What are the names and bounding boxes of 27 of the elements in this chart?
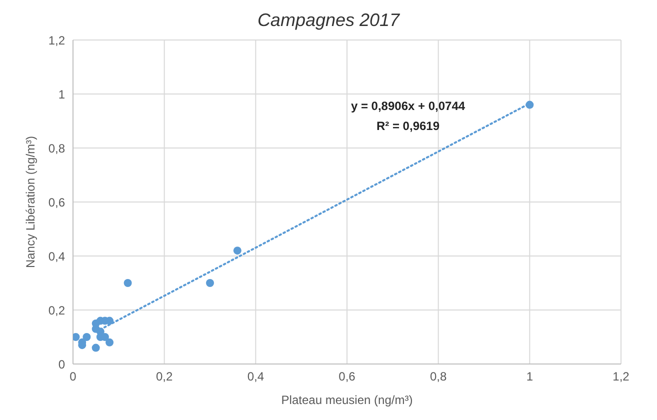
point (233, 246, 242, 255)
point (73, 333, 80, 341)
x-tick-label: 0,6 (338, 370, 356, 384)
annotation: y = 0,8906x + 0,0744 (350, 98, 466, 115)
x-tick-label: 0,4 (247, 370, 264, 384)
annotation: R² = 0,9619 (375, 118, 441, 135)
x-axis-title: Plateau meusien (ng/m³) (281, 393, 413, 407)
y-tick-label: 0,2 (48, 303, 66, 318)
point (526, 100, 534, 109)
y-tick-label: 1 (58, 87, 66, 102)
chart-title: Campagnes 2017 (256, 9, 401, 32)
y-tick-label: 0,8 (48, 141, 66, 156)
point (82, 333, 91, 341)
y-axis-title: Nancy Libération (ng/m³) (23, 136, 38, 268)
y-tick-label: 0,6 (48, 195, 66, 210)
y-tick-label: 0 (58, 357, 66, 372)
x-tick-label: 0 (70, 370, 77, 384)
x-tick-label: 0,8 (430, 370, 447, 384)
y-tick-label: 0,4 (48, 249, 66, 264)
x-tick-label: 1,2 (612, 370, 630, 384)
x-tick-label: 1 (526, 370, 534, 384)
point (124, 279, 132, 287)
point (206, 279, 214, 287)
x-tick-label: 0,2 (156, 370, 173, 384)
point (92, 344, 100, 352)
y-tick-label: 1,2 (48, 33, 66, 48)
point (106, 338, 114, 346)
